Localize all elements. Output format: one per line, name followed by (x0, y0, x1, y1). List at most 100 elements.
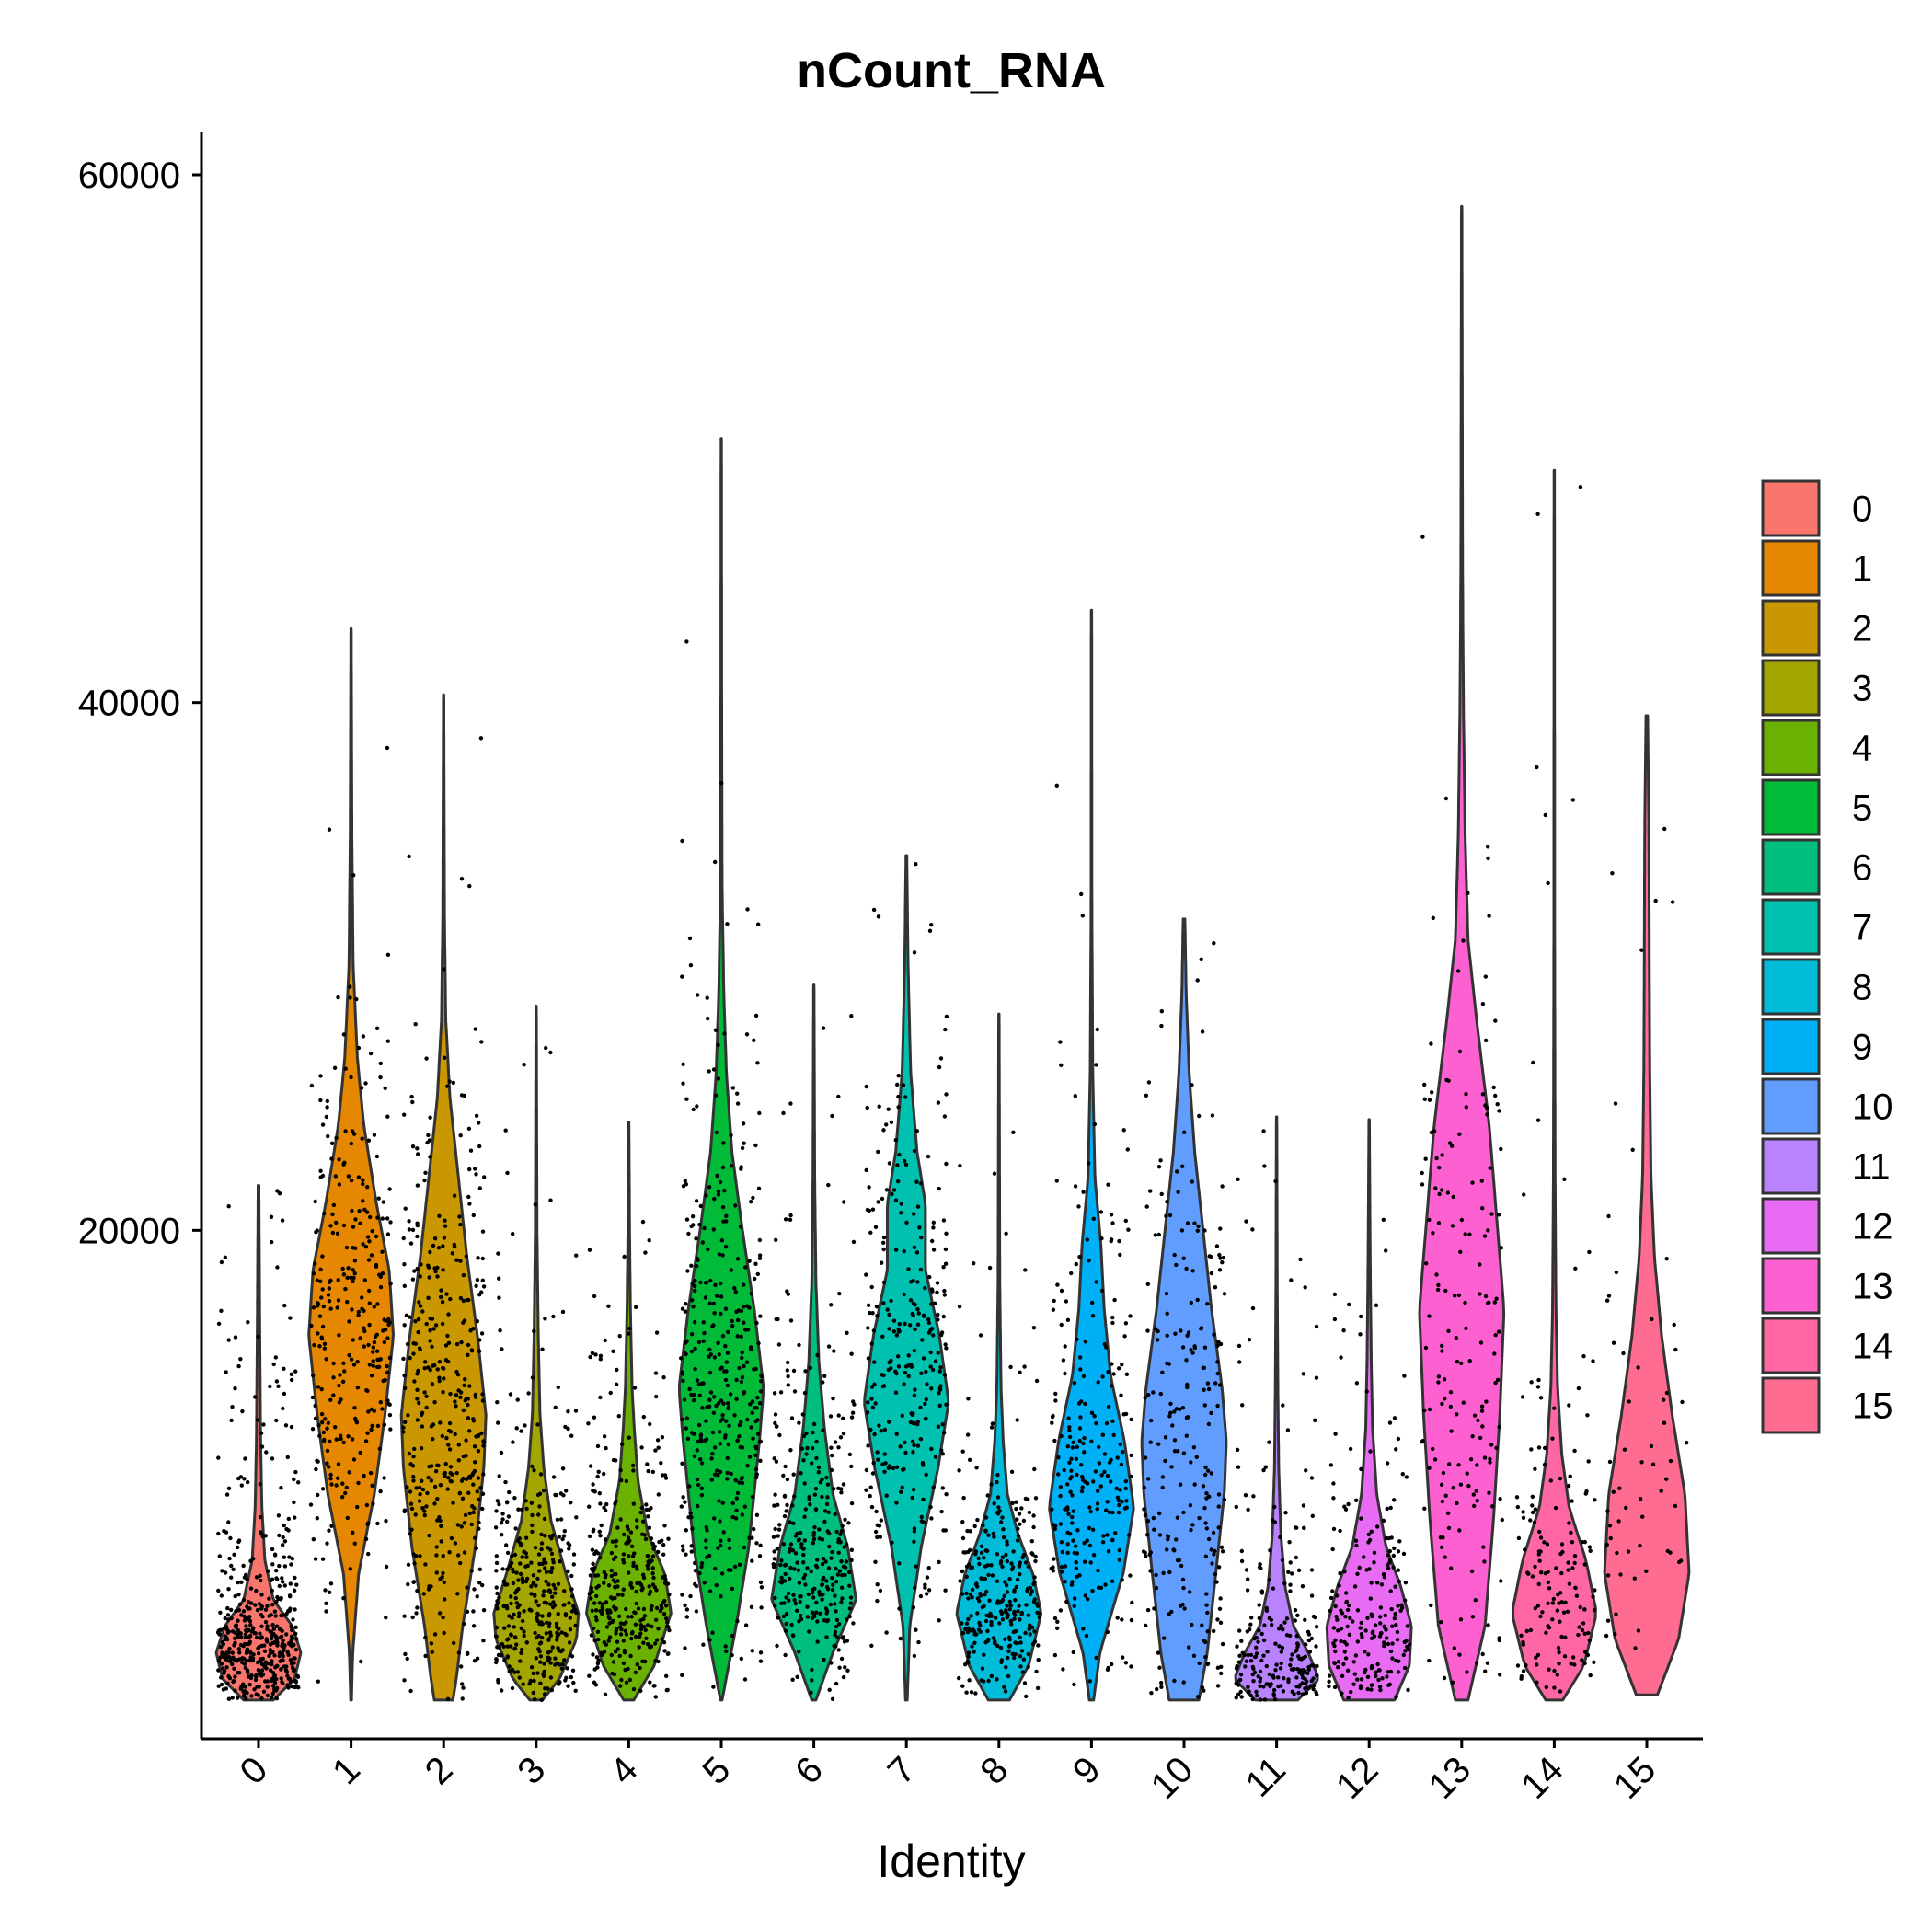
data-point (1492, 1351, 1497, 1356)
data-point (403, 1386, 408, 1391)
data-point (1519, 1633, 1524, 1639)
data-point (650, 1554, 656, 1558)
data-point (896, 1179, 901, 1184)
data-point (565, 1666, 569, 1671)
data-point (680, 1372, 685, 1376)
data-point (361, 1181, 365, 1187)
data-point (1301, 1675, 1305, 1680)
data-point (555, 1638, 559, 1642)
data-point (842, 1545, 846, 1549)
data-point (282, 1366, 286, 1372)
data-point (418, 1554, 422, 1558)
data-point (1075, 1337, 1079, 1342)
data-point (561, 1534, 567, 1538)
data-point (729, 1568, 733, 1572)
data-point (1075, 1444, 1080, 1450)
data-point (512, 1625, 516, 1629)
data-point (261, 1422, 266, 1427)
data-point (1077, 1254, 1082, 1259)
x-tick-label: 10 (1144, 1749, 1202, 1807)
data-point (231, 1655, 236, 1660)
data-point (660, 1435, 665, 1440)
data-point (375, 1521, 380, 1526)
data-point (1089, 1439, 1094, 1444)
data-point (1067, 1428, 1072, 1433)
data-point (1245, 1629, 1250, 1634)
data-point (423, 1635, 428, 1640)
data-point (270, 1239, 274, 1245)
data-point (450, 1251, 454, 1256)
data-point (437, 1611, 443, 1616)
x-tick-label: 13 (1421, 1749, 1479, 1807)
data-point (226, 1617, 231, 1622)
data-point (1673, 1503, 1678, 1509)
data-point (815, 1639, 820, 1644)
data-point (1570, 1540, 1575, 1545)
data-point (1338, 1528, 1342, 1534)
data-point (233, 1593, 237, 1599)
data-point (1021, 1657, 1027, 1662)
data-point (594, 1655, 600, 1660)
data-point (275, 1265, 280, 1270)
data-point (833, 1593, 837, 1598)
data-point (223, 1570, 228, 1575)
data-point (693, 1560, 697, 1566)
data-point (460, 1696, 465, 1701)
data-point (752, 1367, 756, 1372)
data-point (877, 1104, 881, 1109)
data-point (236, 1671, 240, 1675)
points-8 (957, 1130, 1042, 1699)
data-point (1264, 1663, 1270, 1669)
data-point (901, 1083, 906, 1087)
data-point (900, 1485, 904, 1490)
data-point (1174, 1407, 1179, 1411)
data-point (825, 1495, 830, 1500)
data-point (426, 1265, 431, 1270)
data-point (1494, 1296, 1499, 1301)
data-point (1653, 898, 1658, 903)
data-point (995, 1479, 999, 1485)
data-point (280, 1218, 285, 1223)
data-point (1303, 1617, 1307, 1623)
data-point (241, 1644, 246, 1649)
data-point (436, 1246, 442, 1250)
data-point (1558, 1619, 1562, 1624)
data-point (309, 1323, 314, 1328)
data-point (1058, 1040, 1063, 1044)
data-point (457, 1214, 462, 1219)
data-point (555, 1517, 560, 1523)
data-point (1249, 1616, 1254, 1620)
data-point (983, 1592, 987, 1597)
data-point (864, 1467, 869, 1473)
data-point (845, 1668, 850, 1673)
data-point (365, 1185, 370, 1190)
data-point (706, 1016, 710, 1021)
data-point (529, 1665, 535, 1670)
data-point (791, 1593, 796, 1598)
data-point (1314, 1673, 1319, 1678)
data-point (444, 1435, 449, 1441)
data-point (1052, 1526, 1058, 1532)
data-point (460, 1496, 466, 1501)
data-point (236, 1363, 241, 1369)
data-point (1244, 1659, 1249, 1663)
data-point (1354, 1498, 1359, 1503)
data-point (441, 1554, 445, 1558)
data-point (464, 1477, 469, 1482)
data-point (912, 1653, 917, 1659)
data-point (694, 1609, 699, 1614)
data-point (323, 1417, 328, 1421)
data-point (226, 1587, 231, 1592)
data-point (597, 1491, 602, 1496)
data-point (341, 1596, 346, 1601)
data-point (753, 1453, 758, 1458)
data-point (1422, 1082, 1427, 1087)
data-point (697, 1570, 702, 1576)
data-point (723, 1306, 729, 1311)
data-point (864, 1084, 868, 1089)
data-point (365, 1522, 370, 1527)
data-point (1080, 1485, 1085, 1489)
data-point (783, 1571, 788, 1577)
data-point (616, 1414, 621, 1419)
data-point (1562, 1177, 1567, 1182)
